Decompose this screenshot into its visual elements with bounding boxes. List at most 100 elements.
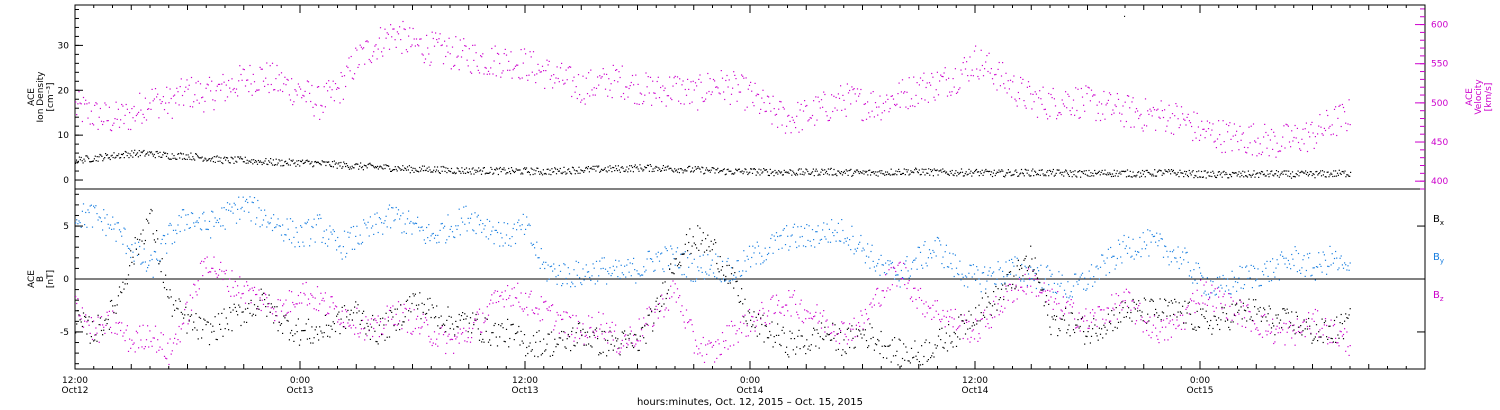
bz-point (1005, 285, 1007, 287)
velocity-point (1160, 100, 1162, 102)
density-point (1165, 170, 1167, 172)
density-point (756, 171, 758, 173)
bz-point (1007, 299, 1009, 301)
velocity-point (266, 62, 268, 64)
by-point (699, 255, 701, 257)
by-point (891, 261, 893, 264)
velocity-point (352, 78, 355, 80)
by-point (861, 250, 863, 252)
bz-point (376, 322, 378, 324)
velocity-point (296, 94, 298, 96)
velocity-point (226, 96, 229, 98)
bz-point (819, 312, 821, 314)
velocity-point (1345, 122, 1347, 124)
density-point (1043, 175, 1045, 177)
bz-point (432, 342, 434, 344)
velocity-point (498, 53, 500, 55)
by-point (513, 223, 515, 225)
by-point (349, 232, 351, 234)
velocity-point (1025, 107, 1027, 109)
bz-point (223, 270, 225, 273)
velocity-point (203, 111, 205, 113)
velocity-point (1185, 124, 1187, 126)
by-point (973, 273, 976, 275)
density-point (150, 151, 153, 153)
density-point (437, 170, 439, 172)
density-point (972, 172, 974, 174)
density-point (90, 161, 92, 163)
velocity-point (1134, 111, 1136, 113)
density-point (1193, 177, 1195, 179)
velocity-point (810, 117, 812, 119)
density-point (322, 161, 324, 163)
velocity-point (694, 82, 697, 84)
by-point (1126, 252, 1129, 254)
velocity-point (1301, 138, 1303, 140)
by-point (697, 266, 699, 268)
bz-point (778, 300, 780, 302)
velocity-point (519, 78, 521, 80)
by-point (594, 283, 596, 285)
bz-point (680, 311, 682, 313)
velocity-point (925, 86, 927, 89)
velocity-point (166, 86, 168, 88)
bz-point (391, 318, 393, 320)
velocity-point (1132, 97, 1134, 99)
velocity-point (675, 82, 677, 85)
by-point (1223, 277, 1225, 280)
by-point (512, 227, 514, 230)
by-point (1142, 232, 1144, 234)
bz-point (967, 338, 969, 340)
density-point (330, 165, 332, 167)
velocity-point (150, 108, 152, 110)
density-point (416, 170, 418, 172)
velocity-point (1076, 109, 1078, 112)
bz-point (90, 317, 92, 319)
by-point (915, 257, 917, 259)
velocity-point (413, 38, 415, 40)
by-point (642, 274, 644, 276)
by-point (553, 263, 555, 265)
velocity-point (909, 105, 911, 107)
velocity-tick-label: 400 (1431, 177, 1448, 187)
velocity-point (1078, 117, 1080, 119)
velocity-point (1157, 108, 1159, 110)
by-point (285, 234, 287, 236)
by-point (923, 244, 925, 246)
bz-point (832, 324, 834, 326)
bz-point (981, 318, 983, 320)
by-point (604, 268, 607, 270)
density-point (219, 160, 221, 162)
bz-point (445, 352, 447, 355)
density-point (643, 169, 645, 171)
velocity-point (531, 71, 533, 73)
density-point (1185, 173, 1187, 175)
bz-point (777, 304, 779, 306)
by-point (390, 227, 392, 229)
density-point (872, 171, 874, 173)
velocity-point (114, 118, 116, 120)
by-point (1152, 235, 1154, 238)
bz-point (154, 325, 157, 327)
density-point (500, 171, 502, 173)
by-point (815, 231, 817, 233)
density-point (153, 153, 155, 156)
density-point (919, 174, 921, 176)
velocity-point (846, 83, 848, 85)
velocity-point (617, 81, 619, 83)
velocity-point (76, 114, 78, 116)
bz-point (201, 260, 203, 262)
velocity-point (791, 116, 793, 118)
bz-point (751, 315, 753, 318)
velocity-point (1002, 62, 1004, 64)
bz-point (904, 284, 906, 286)
bz-point (841, 321, 843, 323)
velocity-point (888, 111, 890, 113)
bz-point (590, 326, 592, 329)
bz-point (634, 345, 636, 347)
by-point (1108, 272, 1111, 274)
velocity-point (1161, 110, 1163, 112)
velocity-point (336, 88, 338, 90)
by-point (420, 226, 422, 229)
velocity-point (508, 60, 510, 62)
